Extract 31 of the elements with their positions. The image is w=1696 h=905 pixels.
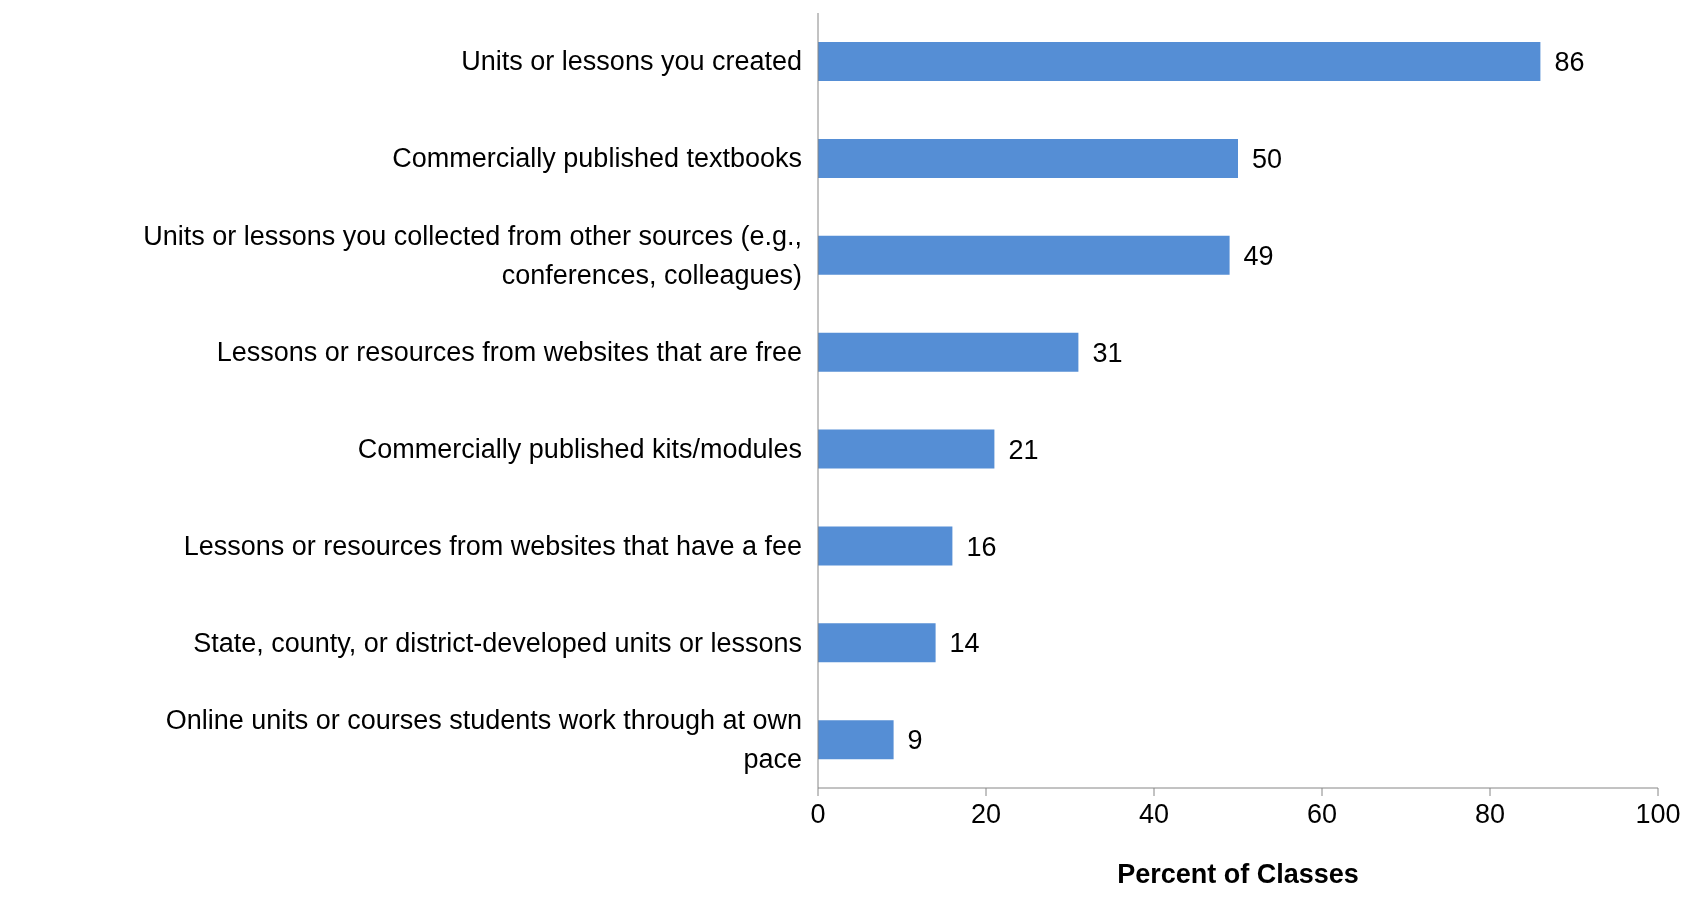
- data-label: 50: [1252, 144, 1283, 175]
- y-tick-label: Online units or courses students work through at own pace: [165, 704, 802, 775]
- x-tick-label: 60: [1306, 799, 1338, 830]
- bar: [818, 720, 894, 760]
- y-tick-label: State, county, or district-developed units or lessons: [193, 627, 802, 658]
- bar: [818, 138, 1238, 178]
- x-tick-label: 80: [1474, 799, 1506, 830]
- y-tick-label: Commercially published textbooks: [392, 143, 802, 174]
- bar: [818, 42, 1541, 82]
- x-tick-label: 40: [1138, 799, 1170, 830]
- x-tick-label: 0: [810, 799, 826, 830]
- bar: [818, 332, 1079, 372]
- data-label: 31: [1092, 337, 1123, 368]
- bar: [818, 526, 953, 566]
- y-tick-label: Commercially published kits/modules: [357, 433, 802, 464]
- y-tick-label: Units or lessons you collected from other sources (e.g., conferences, colleagues): [143, 220, 802, 290]
- y-tick-label: Units or lessons you created: [461, 46, 802, 77]
- y-tick-label: Lessons or resources from websites that have a fee: [183, 530, 802, 561]
- data-label: 86: [1554, 47, 1585, 78]
- data-label: 9: [907, 725, 923, 756]
- data-label: 14: [949, 628, 980, 659]
- bar: [818, 235, 1230, 275]
- data-label: 21: [1008, 434, 1039, 465]
- bar: [818, 623, 936, 663]
- x-axis-title: Percent of Classes: [1117, 859, 1359, 889]
- y-tick-label: Lessons or resources from websites that are free: [216, 337, 802, 368]
- x-tick-label: 20: [970, 799, 1002, 830]
- data-label: 49: [1243, 240, 1274, 271]
- x-tick-label: 100: [1635, 799, 1681, 830]
- data-label: 16: [966, 531, 997, 562]
- bar: [818, 429, 995, 469]
